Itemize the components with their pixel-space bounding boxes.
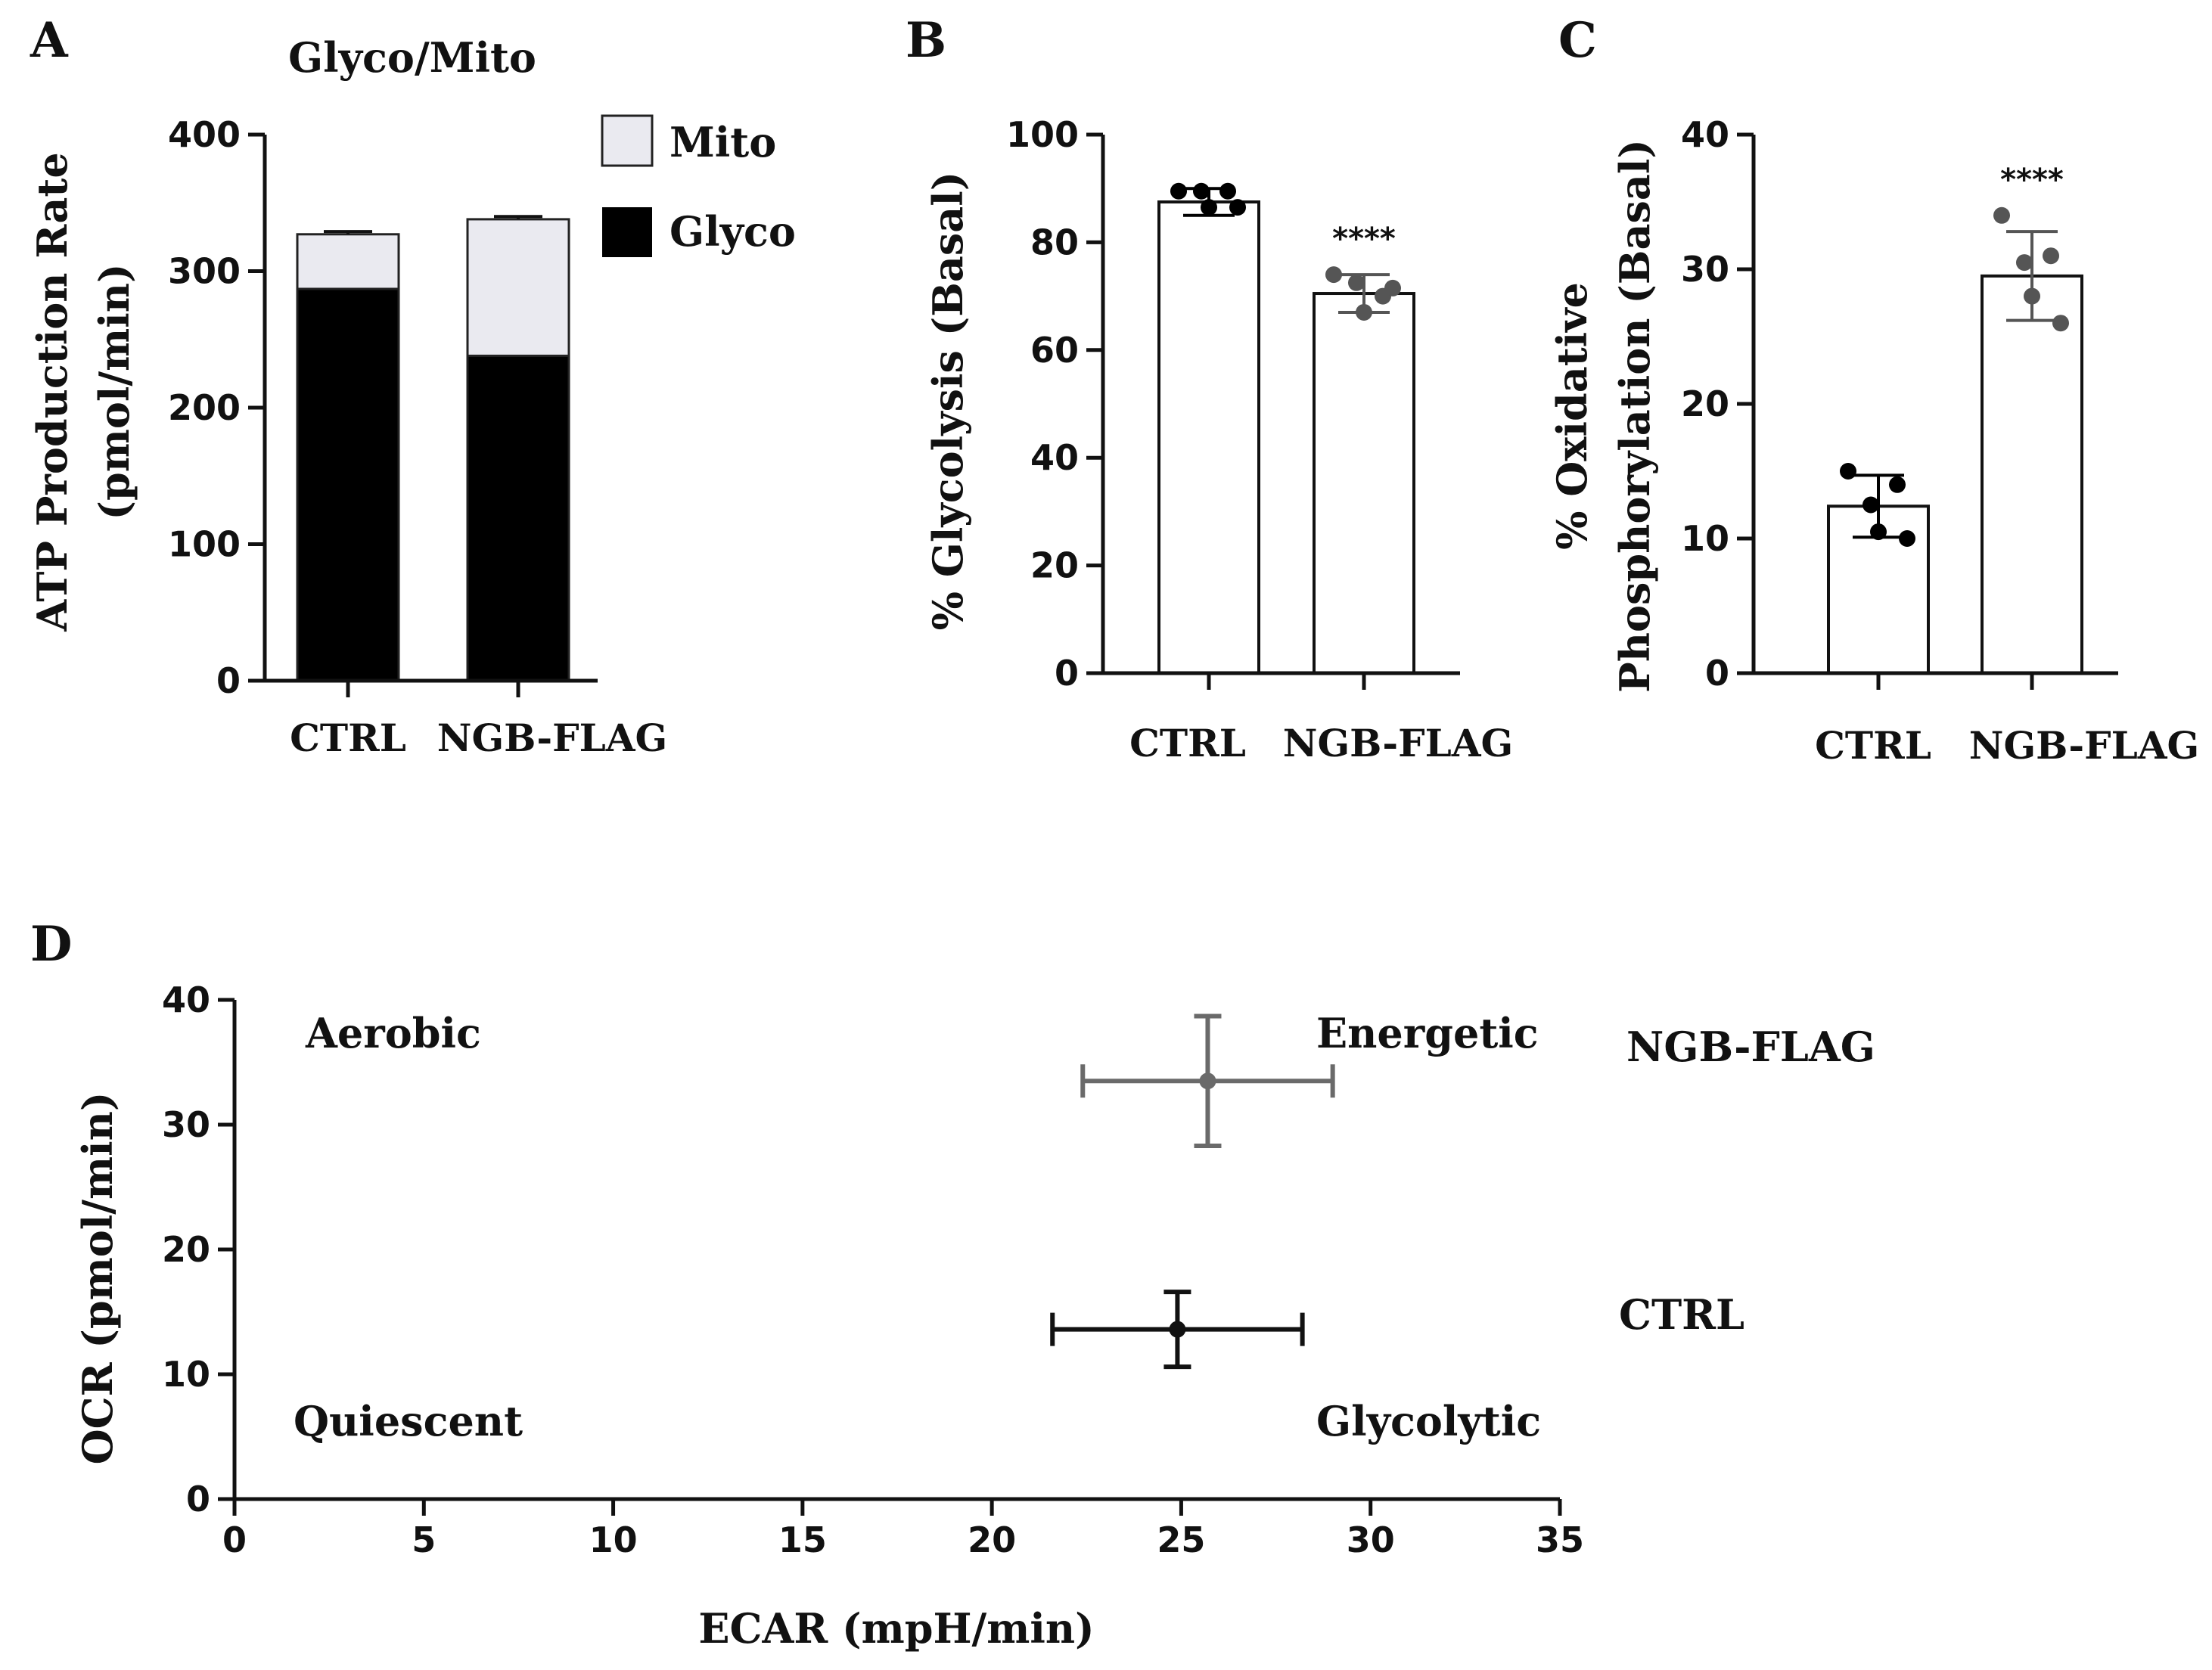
panel-a-title: Glyco/Mito (288, 33, 536, 82)
panel-a-ytick-label: 400 (168, 114, 241, 155)
bar-mito-0 (296, 233, 400, 290)
panel-c-data-point (1840, 463, 1856, 480)
panel-d-chart: OCR (pmol/min) ECAR (mpH/min) 0102030400… (73, 979, 1875, 1653)
panel-letter-a: A (30, 12, 69, 69)
panel-c-data-point (2024, 287, 2040, 305)
panel-a-ylabel-line1: ATP Production Rate (28, 152, 76, 632)
panel-d-ytick-label: 10 (162, 1354, 210, 1395)
panel-b-bar-1 (1313, 292, 1415, 675)
panel-d-xtick-label: 30 (1347, 1519, 1395, 1560)
panel-b-chart: % Glycolysis (Basal) **** 0 20 40 60 80 100 CT… (924, 114, 1513, 765)
series-label-ngb-flag: NGB-FLAG (1626, 1023, 1875, 1071)
quadrant-aerobic-label: Aerobic (305, 1009, 481, 1057)
panel-c-data-point (1899, 530, 1915, 547)
panel-b-data-point (1193, 182, 1210, 200)
panel-a-ylabel-line2: (pmol/min) (90, 263, 138, 520)
panel-a-xtick-ngb: NGB-FLAG (437, 715, 668, 760)
panel-c-ytick-label: 10 (1681, 518, 1729, 559)
panel-b-bar-0 (1157, 200, 1260, 675)
panel-b-data-point (1356, 303, 1372, 321)
point-ctrl (1169, 1321, 1186, 1338)
panel-d-ytick-label: 20 (162, 1229, 210, 1270)
panel-c-ylabel-line1: % Oxidative (1548, 282, 1596, 550)
panel-c-ytick-label: 30 (1681, 249, 1729, 290)
panel-b-xtick-ngb: NGB-FLAG (1283, 721, 1514, 765)
legend-glyco-swatch (602, 207, 652, 257)
panel-c-xtick-ngb: NGB-FLAG (1969, 723, 2200, 768)
panel-d-ytick-label: 30 (162, 1104, 210, 1145)
panel-c-ytick-label: 40 (1681, 114, 1729, 155)
legend-glyco-label: Glyco (670, 207, 796, 256)
panel-d-xtick-label: 35 (1536, 1519, 1584, 1560)
panel-b-data-point (1201, 199, 1217, 216)
legend-mito-swatch (601, 114, 654, 167)
bar-mito-1 (466, 218, 570, 357)
panel-d-ytick-label: 40 (162, 979, 210, 1020)
panel-c-plot-area: **** 0 10 20 30 40 (1681, 114, 2118, 694)
panel-d-xtick-label: 0 (222, 1519, 247, 1560)
panel-b-xtick-ctrl: CTRL (1129, 721, 1246, 765)
panel-b-data-point (1348, 274, 1365, 291)
panel-d-xtick-label: 10 (589, 1519, 638, 1560)
panel-c-data-point (2016, 254, 2033, 272)
panel-d-xtick-label: 15 (778, 1519, 827, 1560)
panel-c-data-point (1862, 496, 1879, 514)
panel-c-ytick-label: 20 (1681, 383, 1729, 424)
panel-a-ytick-label: 300 (168, 251, 241, 292)
panel-b-data-point (1219, 182, 1236, 200)
panel-c-ytick-label: 0 (1705, 653, 1729, 694)
panel-b-ytick-label: 40 (1030, 437, 1079, 478)
panel-b-ytick-label: 100 (1006, 114, 1079, 155)
panel-d-xlabel: ECAR (mpH/min) (698, 1604, 1094, 1653)
quadrant-glycolytic-label: Glycolytic (1316, 1397, 1541, 1445)
point-ngb-flag (1199, 1072, 1216, 1090)
panel-b-plot-area: **** 0 20 40 60 80 100 (1006, 114, 1460, 694)
panel-a-ytick-label: 200 (168, 387, 241, 428)
panel-c-data-point (2043, 247, 2059, 265)
panel-c-data-point (1870, 523, 1887, 541)
panel-c-ylabel-line2: Phosphorylation (Basal) (1611, 139, 1659, 693)
legend-mito-label: Mito (670, 118, 776, 166)
panel-b-data-point (1229, 199, 1246, 216)
panel-letter-d: D (30, 916, 73, 973)
panel-b-ytick-label: 20 (1030, 545, 1079, 586)
panel-c-data-point (2052, 315, 2069, 332)
panel-a-chart: Glyco/Mito ATP Production Rate (pmol/min… (28, 33, 796, 760)
panel-d-xtick-label: 20 (968, 1519, 1016, 1560)
panel-d-plot-area: 0 10 20 30 40 0 5 10 15 20 25 30 35 (162, 979, 1584, 1560)
panel-d-xtick-label: 5 (412, 1519, 436, 1560)
panel-a-plot-area: 0 100 200 300 400 (168, 114, 598, 701)
panel-a-ytick-label: 0 (216, 660, 241, 701)
series-label-ctrl: CTRL (1619, 1290, 1744, 1339)
panel-c-chart: % Oxidative Phosphorylation (Basal) ****… (1548, 114, 2199, 768)
panel-a-xtick-ctrl: CTRL (290, 715, 406, 760)
panel-d-ylabel: OCR (pmol/min) (73, 1092, 122, 1465)
panel-b-significance-label: **** (1332, 222, 1396, 256)
panel-c-data-point (1993, 206, 2010, 224)
bar-glyco-1 (466, 354, 570, 682)
panel-letter-c: C (1558, 12, 1597, 69)
quadrant-energetic-label: Energetic (1316, 1009, 1539, 1057)
panel-b-ylabel: % Glycolysis (Basal) (924, 172, 972, 631)
panel-b-ytick-label: 0 (1055, 653, 1079, 694)
panel-c-bar-1 (1981, 274, 2083, 675)
panel-d-ytick-label: 0 (186, 1479, 210, 1519)
panel-b-ytick-label: 60 (1030, 330, 1079, 371)
panel-c-significance-label: **** (2000, 163, 2064, 197)
panel-b-ytick-label: 80 (1030, 222, 1079, 262)
panel-a-ytick-label: 100 (168, 524, 241, 565)
panel-c-data-point (1889, 476, 1906, 493)
panel-b-data-point (1170, 182, 1187, 200)
panel-b-data-point (1325, 266, 1342, 284)
bar-glyco-0 (296, 287, 400, 682)
panel-c-xtick-ctrl: CTRL (1815, 723, 1931, 768)
quadrant-quiescent-label: Quiescent (294, 1397, 523, 1445)
panel-d-xtick-label: 25 (1157, 1519, 1205, 1560)
panel-b-data-point (1384, 279, 1401, 296)
panel-letter-b: B (906, 12, 946, 69)
